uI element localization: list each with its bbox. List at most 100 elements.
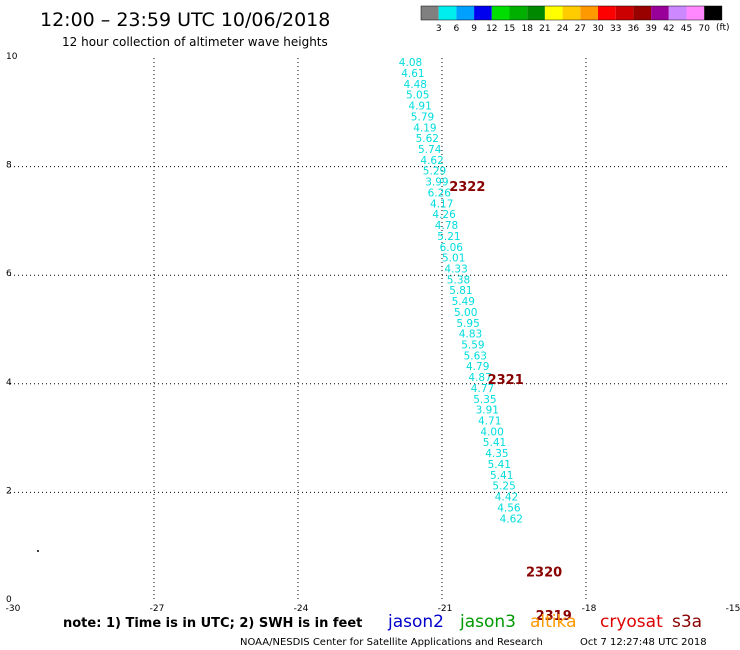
wave-height-point: 4.62	[500, 513, 523, 525]
wave-height-point: 5.25	[492, 481, 515, 493]
colorbar-swatch	[580, 6, 598, 20]
wave-height-point: 4.79	[466, 361, 489, 373]
wave-height-point: 3.91	[476, 405, 499, 417]
wave-height-point: 5.41	[488, 459, 511, 471]
x-tick-label: -27	[150, 604, 165, 614]
wave-height-point: 5.95	[456, 318, 479, 330]
pass-id-label: 2320	[526, 566, 562, 581]
colorbar-label: 12	[486, 24, 497, 34]
satellite-legend-cryosat: cryosat	[600, 612, 663, 632]
colorbar-swatch	[456, 6, 475, 20]
wave-height-point: 4.83	[459, 329, 482, 341]
y-tick-label: 4	[6, 378, 12, 388]
wave-height-point: 4.56	[497, 502, 521, 514]
colorbar-label: 21	[539, 24, 550, 34]
y-axis-ticks: 0 2 4 6 8 10	[6, 52, 18, 605]
colorbar-label: 27	[575, 24, 586, 34]
y-tick-label: 10	[6, 52, 18, 62]
pass-id-label: 2322	[449, 180, 485, 195]
wave-height-point: 4.91	[408, 101, 431, 113]
wave-height-point: 4.26	[432, 209, 456, 221]
wave-height-point: 3.99	[425, 177, 448, 189]
footer-credit: NOAA/NESDIS Center for Satellite Applica…	[240, 637, 543, 648]
colorbar-label: 24	[557, 24, 569, 34]
wave-height-point: 5.49	[452, 296, 475, 308]
wave-height-point: 5.62	[416, 133, 439, 145]
wave-height-point: 5.38	[447, 274, 470, 286]
colorbar-swatch	[438, 6, 457, 20]
wave-height-point: 4.35	[485, 448, 508, 460]
wave-height-point: 4.87	[468, 372, 491, 384]
footer-note: note: 1) Time is in UTC; 2) SWH is in fe…	[63, 616, 362, 631]
y-tick-label: 0	[6, 595, 12, 605]
colorbar-swatch	[527, 6, 545, 20]
colorbar-swatch	[421, 6, 439, 20]
colorbar-swatch	[562, 6, 581, 20]
wave-height-point: 5.79	[411, 111, 434, 123]
satellite-legend-s3a: s3a	[672, 612, 702, 632]
wave-height-point: 4.71	[478, 416, 501, 428]
chart-title: 12:00 – 23:59 UTC 10/06/2018	[40, 9, 330, 31]
wave-height-labels: 4.084.614.485.054.915.794.195.625.74 4.62…	[399, 57, 523, 525]
wave-height-point: 4.48	[404, 79, 427, 91]
wave-height-point: 4.77	[471, 383, 494, 395]
colorbar-swatch	[544, 6, 563, 20]
wave-height-point: 5.41	[490, 470, 513, 482]
colorbar-swatch	[668, 6, 687, 20]
wave-height-point: 5.29	[423, 166, 446, 178]
satellite-legend-jason2: jason2	[387, 612, 444, 632]
y-tick-label: 2	[6, 486, 12, 496]
wave-height-point: 5.21	[437, 231, 460, 243]
footer-timestamp: Oct 7 12:27:48 UTC 2018	[580, 637, 707, 648]
colorbar-swatch	[615, 6, 634, 20]
x-tick-label: -15	[726, 604, 740, 614]
satellite-legend-jason3: jason3	[459, 612, 516, 632]
plot-grid	[10, 58, 730, 601]
colorbar-swatch	[686, 6, 705, 20]
wave-height-point: 5.74	[418, 144, 442, 156]
wave-height-point: 4.19	[413, 122, 436, 134]
wave-height-point: 5.35	[473, 394, 496, 406]
wave-height-point: 4.08	[399, 57, 422, 69]
wave-height-point: 5.63	[464, 350, 487, 362]
wave-height-point: 5.41	[483, 437, 506, 449]
y-tick-label: 6	[6, 269, 12, 279]
colorbar-swatch	[704, 6, 722, 20]
colorbar-label: 45	[681, 24, 692, 34]
colorbar-label: 15	[504, 24, 515, 34]
pass-id-label: 2319	[536, 609, 572, 624]
colorbar-swatch	[491, 6, 510, 20]
satellite-legend-altika: altika	[530, 612, 577, 632]
x-tick-label: -24	[294, 604, 309, 614]
colorbar-label: 9	[471, 24, 477, 34]
wave-height-point: 5.01	[442, 253, 465, 265]
y-tick-label: 8	[6, 161, 12, 171]
colorbar-swatch	[633, 6, 652, 20]
pass-annotations: 2322 2321 2320 2319	[449, 180, 572, 624]
x-axis-ticks: -30 -27 -24 -21 -18 -15	[6, 604, 740, 614]
wave-height-point: 4.61	[401, 68, 424, 80]
wave-height-point: 6.06	[440, 242, 464, 254]
wave-height-point: 4.00	[480, 426, 503, 438]
colorbar-swatch	[509, 6, 528, 20]
wave-height-point: 4.42	[495, 492, 518, 504]
colorbar-label: 30	[592, 24, 604, 34]
wave-height-point: 5.05	[406, 90, 429, 102]
pass-id-label: 2321	[488, 373, 524, 388]
x-tick-label: -18	[582, 604, 597, 614]
wave-height-point: 5.00	[454, 307, 477, 319]
colorbar-label: 70	[698, 24, 710, 34]
colorbar-label: 36	[628, 24, 640, 34]
wave-height-point: 5.81	[449, 285, 472, 297]
colorbar-label: 6	[454, 24, 460, 34]
colorbar-label: 39	[645, 24, 657, 34]
wave-height-point: 4.17	[430, 198, 453, 210]
x-tick-label: -21	[438, 604, 453, 614]
colorbar-swatch	[598, 6, 616, 20]
chart-subtitle: 12 hour collection of altimeter wave hei…	[62, 35, 328, 49]
colorbar-legend: 3 6 9 12 15 18 21 24 27 30 33 36 39 42 45 70	[420, 5, 723, 34]
colorbar-label: 42	[663, 24, 674, 34]
stray-mark	[37, 550, 39, 552]
colorbar-label: 3	[436, 24, 442, 34]
